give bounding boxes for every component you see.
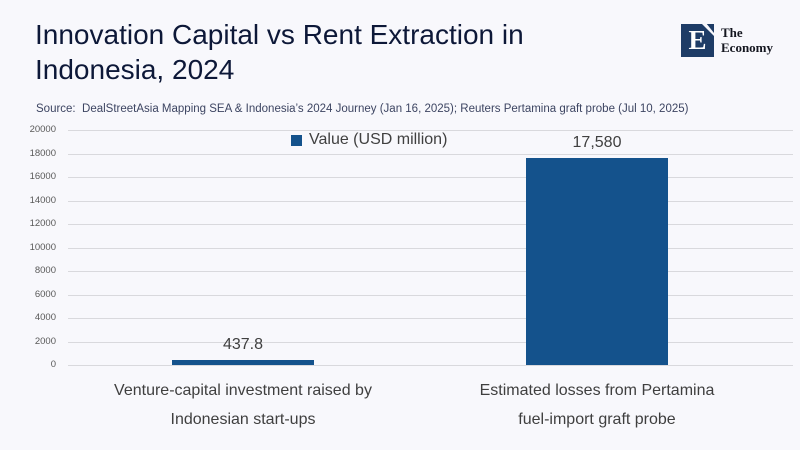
- legend: Value (USD million): [291, 131, 447, 149]
- y-axis-tick-label: 16000: [29, 171, 56, 182]
- x-axis-label-line: Venture-capital investment raised by: [114, 382, 372, 399]
- bar-category-1: [172, 359, 314, 365]
- bar-value-label: 17,580: [572, 134, 622, 152]
- economy-logo-icon: E: [681, 24, 714, 57]
- page-title-line-2: Indonesia, 2024: [35, 54, 235, 85]
- gridline: [68, 341, 793, 343]
- brand-name-line-1: The: [721, 25, 743, 40]
- x-axis-label-category-1: Venture-capital investment raised by Ind…: [73, 376, 413, 434]
- y-axis-tick-label: 12000: [29, 218, 56, 229]
- x-axis-label-line: fuel-import graft probe: [518, 411, 676, 428]
- gridline: [68, 294, 793, 296]
- y-axis-tick-label: 14000: [29, 194, 56, 206]
- legend-label: Value (USD million): [309, 131, 448, 148]
- y-axis-tick-label: 0: [50, 359, 56, 370]
- gridline: [68, 224, 793, 225]
- x-axis-label-line: Estimated losses from Pertamina: [479, 382, 715, 399]
- legend-swatch-icon: [291, 134, 302, 146]
- y-axis-tick-label: 2000: [34, 335, 56, 347]
- y-axis-tick-label: 18000: [29, 147, 56, 159]
- gridline: [68, 153, 793, 155]
- y-axis-tick-label: 20000: [29, 124, 56, 135]
- bar-value-label: 437.8: [222, 335, 264, 353]
- gridline: [68, 247, 793, 249]
- bar-category-2: [526, 158, 668, 365]
- page-title-line-1: Innovation Capital vs Rent Extraction in: [35, 19, 524, 50]
- source-note: Source: DealStreetAsia Mapping SEA & Ind…: [36, 103, 689, 115]
- logo-apostrophe-icon: [706, 24, 714, 33]
- gridline: [68, 271, 793, 272]
- gridline: [68, 200, 793, 202]
- x-axis-label-line: Indonesian start-ups: [170, 411, 316, 428]
- gridline: [68, 365, 793, 366]
- x-axis-label-category-2: Estimated losses from Pertamina fuel-imp…: [437, 376, 757, 434]
- y-axis-tick-label: 8000: [34, 265, 56, 276]
- y-axis-tick-label: 10000: [29, 241, 56, 253]
- brand-logo: E The Economy: [681, 24, 773, 57]
- gridline: [68, 318, 793, 319]
- y-axis-tick-label: 4000: [34, 312, 56, 323]
- logo-letter: E: [688, 25, 707, 55]
- gridline: [68, 177, 793, 178]
- y-axis-tick-label: 6000: [34, 288, 56, 300]
- page-title: Innovation Capital vs Rent Extraction in…: [35, 17, 524, 87]
- gridline: [68, 130, 793, 131]
- brand-name: The Economy: [721, 24, 773, 57]
- brand-name-line-2: Economy: [721, 39, 773, 55]
